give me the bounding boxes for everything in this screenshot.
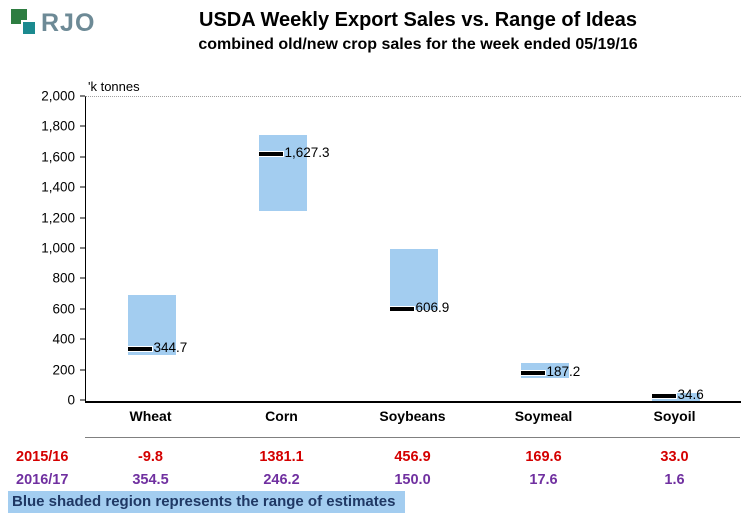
- rjo-logo: RJO: [10, 8, 95, 38]
- rjo-logo-icon: [11, 9, 37, 36]
- y-tick-mark: [80, 369, 85, 371]
- y-axis: 2,000 1,800 1,600 1,400 1,200 1,000 800 600 400 2…: [0, 89, 85, 408]
- y-tick: 0: [0, 393, 85, 408]
- units-label: 'k tonnes: [88, 79, 140, 94]
- y-tick: 200: [0, 362, 85, 377]
- category-label-soybeans: Soybeans: [379, 408, 446, 424]
- range-bar-soybeans: [389, 249, 438, 310]
- category-label-corn: Corn: [265, 408, 298, 424]
- table-cell: 33.0: [660, 449, 689, 465]
- y-tick-label: 0: [67, 392, 75, 408]
- actual-marker-soybeans: [388, 305, 415, 312]
- y-tick: 1,800: [0, 119, 85, 134]
- row-label: 2016/17: [16, 472, 69, 488]
- y-tick-mark: [80, 277, 85, 279]
- chart-bottom-divider: [85, 437, 740, 438]
- range-bar-soyoil: [651, 392, 700, 401]
- table-cell: -9.8: [138, 449, 163, 465]
- actual-value-label-soyoil: 34.6: [677, 386, 704, 402]
- table-cell: 1381.1: [259, 449, 304, 465]
- y-tick-label: 1,400: [41, 179, 75, 195]
- y-tick-mark: [80, 247, 85, 249]
- rjo-logo-text: RJO: [41, 8, 96, 37]
- actual-value-label-soymeal: 187.2: [546, 363, 581, 379]
- y-tick: 600: [0, 301, 85, 316]
- page-title: USDA Weekly Export Sales vs. Range of Id…: [199, 9, 637, 31]
- y-tick-label: 200: [52, 362, 75, 378]
- footer-note: Blue shaded region represents the range …: [8, 491, 406, 513]
- plot-area: 344.7 1,627.3 606.9 187.2 34.6: [85, 96, 741, 403]
- y-tick-mark: [80, 125, 85, 127]
- actual-value-label-soybeans: 606.9: [415, 299, 450, 315]
- y-tick-label: 800: [52, 270, 75, 286]
- y-tick-label: 1,600: [41, 149, 75, 165]
- table-cell: 456.9: [394, 449, 431, 465]
- page-subtitle: combined old/new crop sales for the week…: [198, 36, 638, 53]
- y-tick-mark: [80, 217, 85, 219]
- category-label-wheat: Wheat: [129, 408, 172, 424]
- table-cell: 246.2: [263, 472, 300, 488]
- y-tick-mark: [80, 156, 85, 158]
- x-axis-labels: Wheat Corn Soybeans Soymeal Soyoil: [85, 408, 740, 424]
- row-values: 354.5 246.2 150.0 17.6 1.6: [85, 472, 740, 488]
- y-tick: 400: [0, 332, 85, 347]
- actual-marker-corn: [257, 150, 284, 157]
- actual-value-label-wheat: 344.7: [153, 339, 188, 355]
- y-tick-label: 1,200: [41, 210, 75, 226]
- actual-marker-soymeal: [519, 369, 546, 376]
- y-tick-mark: [80, 338, 85, 340]
- category-label-soyoil: Soyoil: [653, 408, 696, 424]
- y-tick: 2,000: [0, 89, 85, 104]
- table-cell: 354.5: [132, 472, 169, 488]
- table-row-2015-16: 2015/16 -9.8 1381.1 456.9 169.6 33.0: [0, 449, 756, 471]
- table-cell: 1.6: [664, 472, 685, 488]
- y-tick: 1,600: [0, 149, 85, 164]
- actual-value-label-corn: 1,627.3: [284, 144, 330, 160]
- footer: Blue shaded region represents the range …: [8, 491, 406, 513]
- row-label: 2015/16: [16, 449, 69, 465]
- y-tick-mark: [80, 308, 85, 310]
- actual-marker-soyoil: [650, 392, 677, 399]
- table-cell: 17.6: [529, 472, 558, 488]
- y-tick-label: 1,800: [41, 118, 75, 134]
- actual-marker-wheat: [126, 345, 153, 352]
- category-label-soymeal: Soymeal: [514, 408, 573, 424]
- table-cell: 169.6: [525, 449, 562, 465]
- table-row-2016-17: 2016/17 354.5 246.2 150.0 17.6 1.6: [0, 472, 756, 494]
- y-tick: 1,200: [0, 210, 85, 225]
- y-tick: 800: [0, 271, 85, 286]
- y-tick-label: 2,000: [41, 88, 75, 104]
- y-tick-mark: [80, 95, 85, 97]
- table-cell: 150.0: [394, 472, 431, 488]
- range-bar-wheat: [127, 294, 176, 356]
- range-bar-corn: [258, 135, 307, 211]
- y-tick-mark: [80, 186, 85, 188]
- y-tick-label: 600: [52, 301, 75, 317]
- y-tick-mark: [80, 399, 85, 401]
- y-tick: 1,400: [0, 180, 85, 195]
- row-values: -9.8 1381.1 456.9 169.6 33.0: [85, 449, 740, 465]
- y-tick: 1,000: [0, 241, 85, 256]
- y-tick-label: 400: [52, 331, 75, 347]
- y-tick-label: 1,000: [41, 240, 75, 256]
